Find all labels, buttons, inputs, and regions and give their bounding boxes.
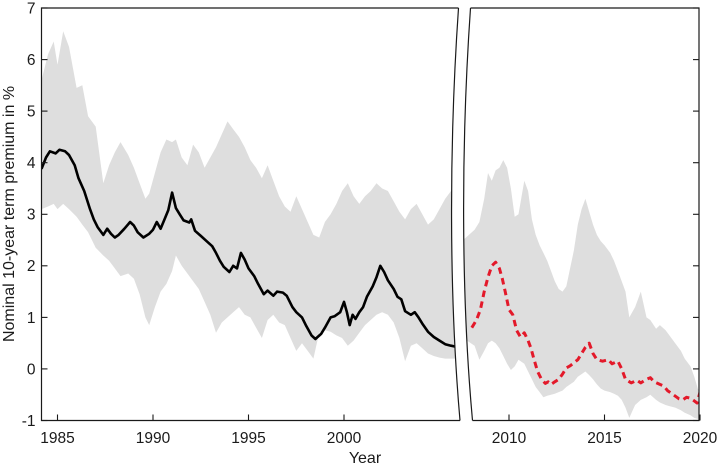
series-line <box>41 148 459 349</box>
y-tick-label: 0 <box>27 361 36 378</box>
y-tick-label: 3 <box>27 207 36 224</box>
axes-frame <box>40 7 701 422</box>
x-axis-label: Year <box>349 450 382 467</box>
x-tick-label: 1990 <box>136 430 171 447</box>
tick-labels: -1 0 1 2 3 4 5 6 7 1985 1990 1995 2000 2010 2015 2020 <box>22 0 718 447</box>
x-tick-label: 2015 <box>587 430 621 447</box>
band-polygon <box>463 160 699 419</box>
y-tick-label: 2 <box>27 258 36 275</box>
y-tick-label: 5 <box>27 104 36 121</box>
x-tick-label: 1995 <box>231 430 265 447</box>
series-line <box>470 260 699 405</box>
confidence-band-post-break <box>463 160 699 419</box>
band-polygon <box>41 31 460 362</box>
y-tick-label: 1 <box>27 310 36 327</box>
x-tick-label: 1985 <box>40 430 74 447</box>
y-tick-label: 7 <box>27 0 36 17</box>
y-axis-label: Nominal 10-year term premium in % <box>1 86 18 342</box>
confidence-band-pre-break <box>41 31 460 362</box>
x-tick-label: 2000 <box>327 430 362 447</box>
y-tick-label: 6 <box>27 52 36 69</box>
tick-marks <box>41 7 701 422</box>
term-premium-line-pre-break <box>41 148 459 349</box>
y-tick-label: 4 <box>27 155 36 172</box>
x-tick-label: 2020 <box>683 430 718 447</box>
axis-break-curve-left <box>450 7 461 421</box>
x-tick-label: 2010 <box>492 430 527 447</box>
y-tick-label: -1 <box>22 413 36 430</box>
term-premium-line-post-break <box>470 260 699 405</box>
axis-break-curve-right <box>463 7 474 421</box>
